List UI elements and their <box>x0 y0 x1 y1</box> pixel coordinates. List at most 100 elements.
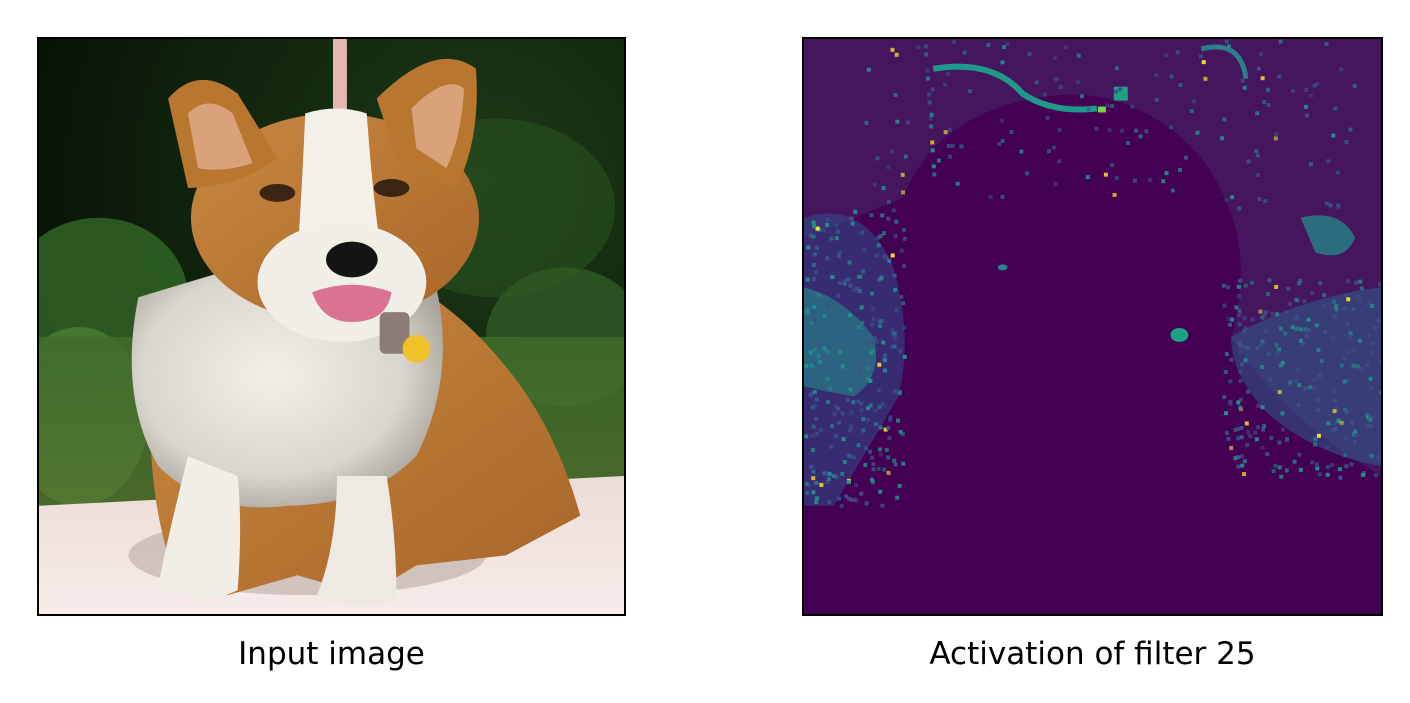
activation-speckle <box>1278 363 1283 368</box>
activation-speckle <box>1344 139 1349 144</box>
activation-speckle <box>943 82 948 87</box>
activation-speckle <box>1164 53 1169 58</box>
activation-speckle <box>1274 284 1279 289</box>
activation-speckle <box>890 327 895 332</box>
activation-speckle <box>1086 107 1091 112</box>
activation-speckle <box>895 119 900 124</box>
activation-speckle <box>1349 462 1354 467</box>
activation-speckle <box>1315 466 1320 471</box>
activation-speckle <box>876 278 881 283</box>
activation-texture-region <box>804 39 1381 476</box>
activation-speckle <box>893 233 898 238</box>
activation-speckle <box>809 464 814 469</box>
activation-speckle <box>1337 467 1342 472</box>
activation-speckle <box>930 140 935 145</box>
activation-speckle <box>1243 326 1248 331</box>
activation-speckle <box>1280 411 1285 416</box>
activation-speckle <box>900 432 905 437</box>
activation-speckle <box>899 248 904 253</box>
activation-speckle <box>848 428 853 433</box>
activation-speckle <box>1323 329 1328 334</box>
activation-speckle <box>842 460 847 465</box>
activation-speckle <box>814 397 819 402</box>
activation-speckle <box>1239 343 1244 348</box>
activation-speckle <box>1334 303 1339 308</box>
activation-speckle <box>936 158 941 163</box>
activation-speckle <box>810 447 815 452</box>
activation-speckle <box>1297 383 1302 388</box>
activation-speckle <box>846 277 851 282</box>
activation-speckle <box>902 354 907 359</box>
activation-heatmap <box>804 39 1381 614</box>
activation-speckle <box>1019 149 1024 154</box>
activation-speckle <box>864 501 869 506</box>
activation-speckle <box>1229 446 1234 451</box>
activation-speckle <box>1277 390 1282 395</box>
activation-speckle <box>882 254 887 259</box>
activation-speckle <box>804 363 809 368</box>
activation-speckle <box>805 490 810 495</box>
dog-leg-left <box>158 456 241 599</box>
activation-speckle <box>1076 79 1081 84</box>
activation-speckle <box>1358 279 1363 284</box>
activation-speckle <box>869 455 874 460</box>
activation-speckle <box>1368 415 1373 420</box>
activation-speckle <box>1246 159 1251 164</box>
activation-speckle <box>1262 424 1267 429</box>
activation-speckle <box>1247 346 1252 351</box>
activation-speckle <box>1263 310 1268 315</box>
activation-speckle <box>1250 317 1255 322</box>
activation-speckle <box>850 221 855 226</box>
activation-speckle <box>1238 350 1243 355</box>
activation-speckle <box>1246 389 1251 394</box>
activation-speckle <box>1286 286 1291 291</box>
activation-speckle <box>1109 104 1114 109</box>
activation-speckle <box>1053 182 1058 186</box>
activation-speckle <box>874 253 879 258</box>
activation-speckle <box>851 455 856 460</box>
input-image-panel <box>37 37 626 616</box>
activation-speckle <box>1052 56 1057 61</box>
activation-speckle <box>1348 331 1353 336</box>
dog-eye-right <box>373 179 410 197</box>
activation-speckle <box>812 361 817 366</box>
activation-speckle <box>916 45 921 50</box>
activation-speckle <box>804 482 809 486</box>
activation-speckle <box>1331 299 1336 304</box>
leash <box>332 39 347 111</box>
activation-speckle <box>847 313 852 318</box>
activation-speckle <box>1339 420 1344 425</box>
activation-speckle <box>1344 293 1349 298</box>
activation-speckle <box>1298 338 1303 343</box>
activation-speckle <box>986 43 991 48</box>
activation-speckle <box>892 458 897 463</box>
activation-panel <box>802 37 1383 616</box>
activation-speckle <box>1324 41 1329 46</box>
activation-speckle <box>893 92 898 97</box>
activation-speckle <box>1238 278 1243 283</box>
activation-speckle <box>860 359 865 364</box>
activation-speckle <box>824 470 829 475</box>
activation-speckle <box>1256 403 1261 408</box>
activation-speckle <box>812 347 817 352</box>
activation-speckle <box>837 325 842 330</box>
activation-speckle <box>1277 465 1282 470</box>
activation-speckle <box>1240 78 1245 83</box>
activation-speckle <box>1239 454 1244 459</box>
activation-speckle <box>875 156 880 161</box>
activation-speckle <box>1332 421 1337 426</box>
activation-speckle <box>877 447 882 452</box>
activation-speckle <box>1242 85 1247 90</box>
activation-speckle <box>1254 149 1259 154</box>
activation-speckle <box>1025 171 1030 176</box>
activation-speckle <box>837 420 842 425</box>
activation-speckle <box>1000 60 1005 65</box>
activation-speckle <box>932 172 937 177</box>
activation-speckle <box>1325 465 1330 470</box>
activation-speckle <box>1258 309 1263 314</box>
activation-speckle <box>1345 322 1350 327</box>
activation-speckle <box>1277 347 1282 352</box>
activation-speckle <box>878 276 883 281</box>
activation-speckle <box>861 417 866 422</box>
activation-speckle <box>848 387 853 392</box>
